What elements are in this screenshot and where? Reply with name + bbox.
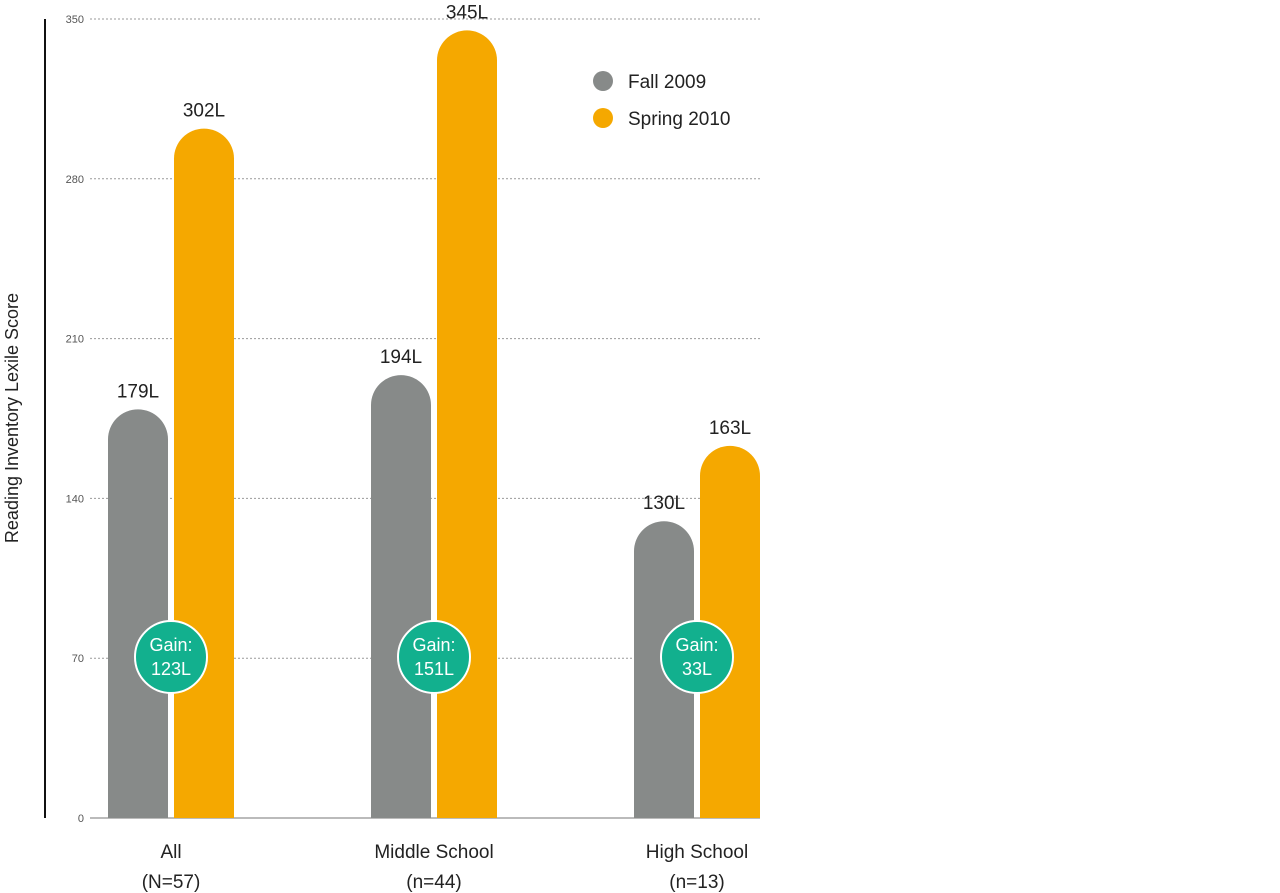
- gain-label: Gain:: [675, 635, 718, 655]
- legend-swatch: [593, 71, 613, 91]
- category-label: High School: [646, 842, 748, 863]
- axes: 0 70 140 210 280 350 Reading Inventory Lexile …: [2, 14, 84, 825]
- y-tick-label: 70: [72, 653, 84, 665]
- legend: Fall 2009 Spring 2010: [593, 71, 730, 130]
- gain-label: Gain:: [412, 635, 455, 655]
- data-label: 163L: [709, 418, 751, 439]
- gain-value: 123L: [151, 659, 191, 679]
- gain-badge: [660, 620, 734, 694]
- data-label: 130L: [643, 493, 685, 514]
- gain-label: Gain:: [149, 635, 192, 655]
- data-label: 179L: [117, 381, 159, 402]
- y-tick-label: 350: [66, 14, 84, 26]
- labels: 179L 302L All (N=57) Gain: 123L 194L 345L Middle…: [117, 2, 751, 893]
- y-tick-label: 280: [66, 174, 84, 186]
- gain-value: 151L: [414, 659, 454, 679]
- bar-fall-2009-0: [108, 409, 169, 818]
- category-label: All: [160, 842, 181, 863]
- y-axis-title: Reading Inventory Lexile Score: [2, 293, 22, 543]
- y-tick-label: 140: [66, 493, 84, 505]
- category-sublabel: (N=57): [142, 872, 201, 893]
- y-tick-label: 0: [78, 813, 84, 825]
- legend-label: Spring 2010: [628, 109, 730, 130]
- bars: [108, 30, 760, 819]
- data-label: 345L: [446, 2, 488, 23]
- gain-value: 33L: [682, 659, 712, 679]
- gain-badge: [397, 620, 471, 694]
- category-label: Middle School: [374, 842, 493, 863]
- legend-swatch: [593, 108, 613, 128]
- bar-fall-2009-1: [371, 375, 431, 818]
- y-tick-label: 210: [66, 334, 84, 346]
- gain-badge: [134, 620, 208, 694]
- bar-spring-2010-2: [700, 445, 760, 818]
- bar-spring-2010-1: [437, 30, 497, 818]
- data-label: 302L: [183, 101, 225, 122]
- legend-label: Fall 2009: [628, 72, 706, 93]
- bar-spring-2010-0: [174, 128, 234, 819]
- category-sublabel: (n=44): [406, 872, 461, 893]
- data-label: 194L: [380, 347, 422, 368]
- category-sublabel: (n=13): [669, 872, 724, 893]
